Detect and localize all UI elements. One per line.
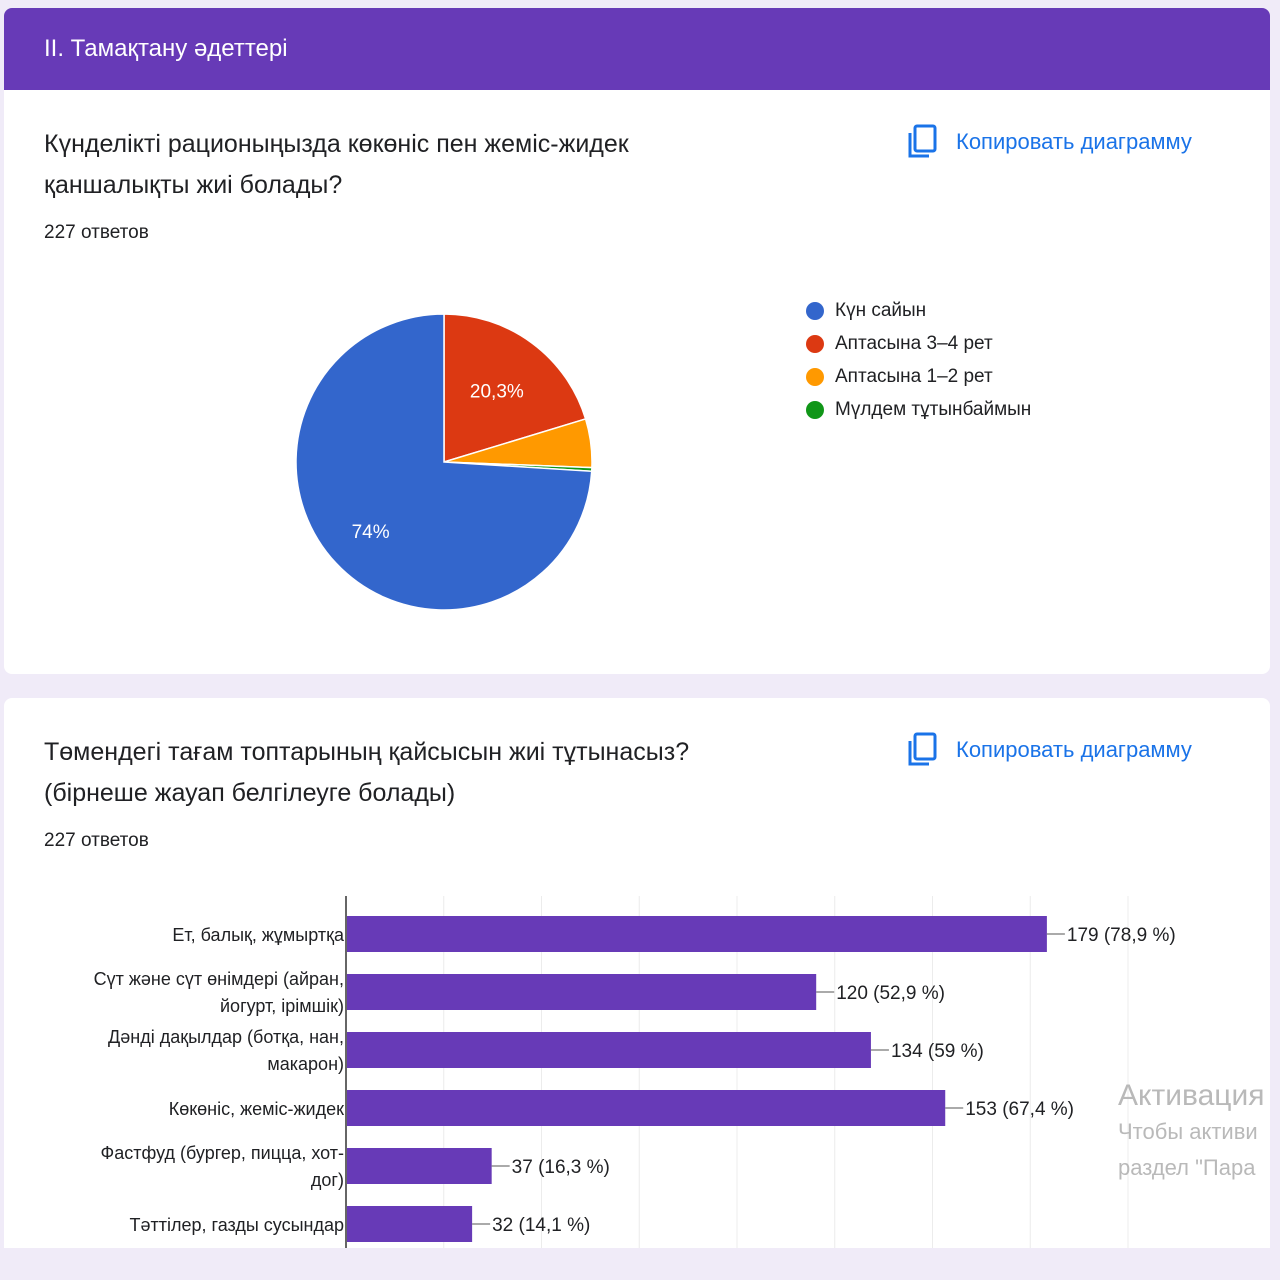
legend-swatch (806, 301, 824, 320)
section-header: II. Тамақтану әдеттері (4, 8, 1270, 90)
legend-item: Аптасына 3–4 рет (804, 327, 1031, 360)
value-label: 120 (52,9 %) (836, 983, 945, 1004)
legend-swatch (806, 367, 824, 386)
pie-slice-label: 20,3% (470, 382, 524, 403)
question-1-title-line-1: Күнделікті рационыңызда көкөніс пен жемі… (44, 130, 629, 158)
value-label: 134 (59 %) (891, 1041, 984, 1062)
category-label: Ет, балық, жұмыртқа (172, 925, 345, 945)
bar[interactable] (347, 916, 1047, 952)
question-card-1: Күнделікті рационыңызда көкөніс пен жемі… (4, 90, 1270, 674)
question-2-title-line-2: (бірнеше жауап белгілеуге болады) (44, 779, 456, 807)
bar[interactable] (347, 1032, 871, 1068)
question-2-response-count: 227 ответов (44, 830, 149, 851)
pie-slice[interactable] (295, 313, 593, 611)
bar[interactable] (347, 1148, 492, 1184)
legend-label: Аптасына 1–2 рет (835, 365, 993, 387)
question-1-title-line-2: қаншалықты жиі болады? (44, 171, 343, 199)
question-2-title-line-1: Төмендегі тағам топтарының қайсысын жиі … (44, 738, 690, 766)
bar[interactable] (347, 1090, 946, 1126)
legend-label: Күн сайын (835, 299, 927, 321)
question-2-title: Төмендегі тағам топтарының қайсысын жиі … (44, 732, 804, 814)
legend-item: Аптасына 1–2 рет (804, 360, 1031, 393)
value-label: 32 (14,1 %) (492, 1215, 590, 1236)
question-1-title: Күнделікті рационыңызда көкөніс пен жемі… (44, 124, 744, 206)
bar[interactable] (347, 974, 817, 1010)
legend-swatch (806, 334, 824, 353)
category-label: Дәнді дақылдар (ботқа, нан, макарон) (108, 1027, 344, 1074)
copy-chart-button-1[interactable]: Копировать диаграмму (906, 124, 1192, 160)
category-label: Сүт және сүт өнімдері (айран, йогурт, ірі… (94, 969, 344, 1016)
legend-item: Мүлдем тұтынбаймын (804, 393, 1031, 426)
bar[interactable] (347, 1206, 473, 1242)
copy-chart-button-2[interactable]: Копировать диаграмму (906, 732, 1192, 768)
bar-chart: Ет, балық, жұмыртқа 179 (78,9 %) Сүт және … (94, 896, 1176, 1248)
section-title: II. Тамақтану әдеттері (44, 35, 288, 62)
copy-icon (908, 124, 937, 158)
legend-swatch (806, 400, 824, 419)
category-label: Тәттілер, газды сусындар (130, 1215, 345, 1235)
category-label: Фастфуд (бургер, пицца, хот-дог) (101, 1143, 344, 1190)
copy-chart-label: Копировать диаграмму (956, 737, 1192, 762)
watermark-line-1: Активация (1118, 1079, 1265, 1112)
pie-slice-label: 74% (352, 522, 390, 543)
value-label: 179 (78,9 %) (1067, 925, 1176, 946)
question-card-2: Төмендегі тағам топтарының қайсысын жиі … (4, 698, 1270, 1248)
copy-chart-label: Копировать диаграмму (956, 129, 1192, 154)
copy-icon (908, 732, 937, 766)
question-1-response-count: 227 ответов (44, 222, 149, 243)
pie-slice[interactable] (443, 313, 587, 464)
category-label: Көкөніс, жеміс-жидек (169, 1099, 344, 1119)
windows-activation-watermark: Активация Чтобы активи раздел "Пара (1118, 1078, 1278, 1186)
watermark-line-2: Чтобы активи (1118, 1119, 1258, 1144)
legend-label: Мүлдем тұтынбаймын (835, 398, 1032, 420)
value-label: 153 (67,4 %) (965, 1099, 1074, 1120)
pie-chart: 20,3% 74% (295, 313, 593, 611)
pie-legend: Күн сайын Аптасына 3–4 рет Аптасына 1–2 ре… (804, 294, 1031, 426)
value-label: 37 (16,3 %) (512, 1157, 610, 1178)
watermark-line-3: раздел "Пара (1118, 1155, 1256, 1180)
legend-label: Аптасына 3–4 рет (835, 332, 993, 354)
legend-item: Күн сайын (804, 294, 1031, 327)
